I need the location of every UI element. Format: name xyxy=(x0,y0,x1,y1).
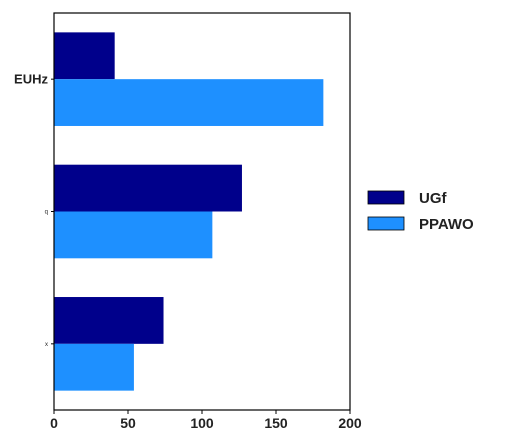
bar-PPAWO-q xyxy=(54,212,212,259)
bar-UGf-x xyxy=(54,297,164,344)
x-tick-label: 100 xyxy=(190,415,214,431)
y-tick-label: q xyxy=(45,210,48,216)
x-axis-ticks: 0 50 100 150 200 xyxy=(50,410,362,431)
x-tick-label: 150 xyxy=(264,415,288,431)
x-tick-label: 200 xyxy=(338,415,362,431)
x-tick-label: 0 xyxy=(50,415,58,431)
bars-group xyxy=(54,32,323,390)
legend-label-UGf: UGf xyxy=(419,190,448,207)
bar-UGf-EUHz xyxy=(54,32,115,79)
y-tick-label: x xyxy=(45,342,48,348)
bar-UGf-q xyxy=(54,165,242,212)
y-axis-ticks: EUHz q x xyxy=(14,72,54,348)
y-tick-label: EUHz xyxy=(14,72,48,87)
x-tick-label: 50 xyxy=(120,415,136,431)
legend: UGf PPAWO xyxy=(368,190,474,233)
bar-PPAWO-x xyxy=(54,344,134,391)
bar-PPAWO-EUHz xyxy=(54,79,323,126)
legend-swatch-PPAWO xyxy=(368,217,404,230)
legend-swatch-UGf xyxy=(368,191,404,204)
legend-label-PPAWO: PPAWO xyxy=(419,216,474,233)
